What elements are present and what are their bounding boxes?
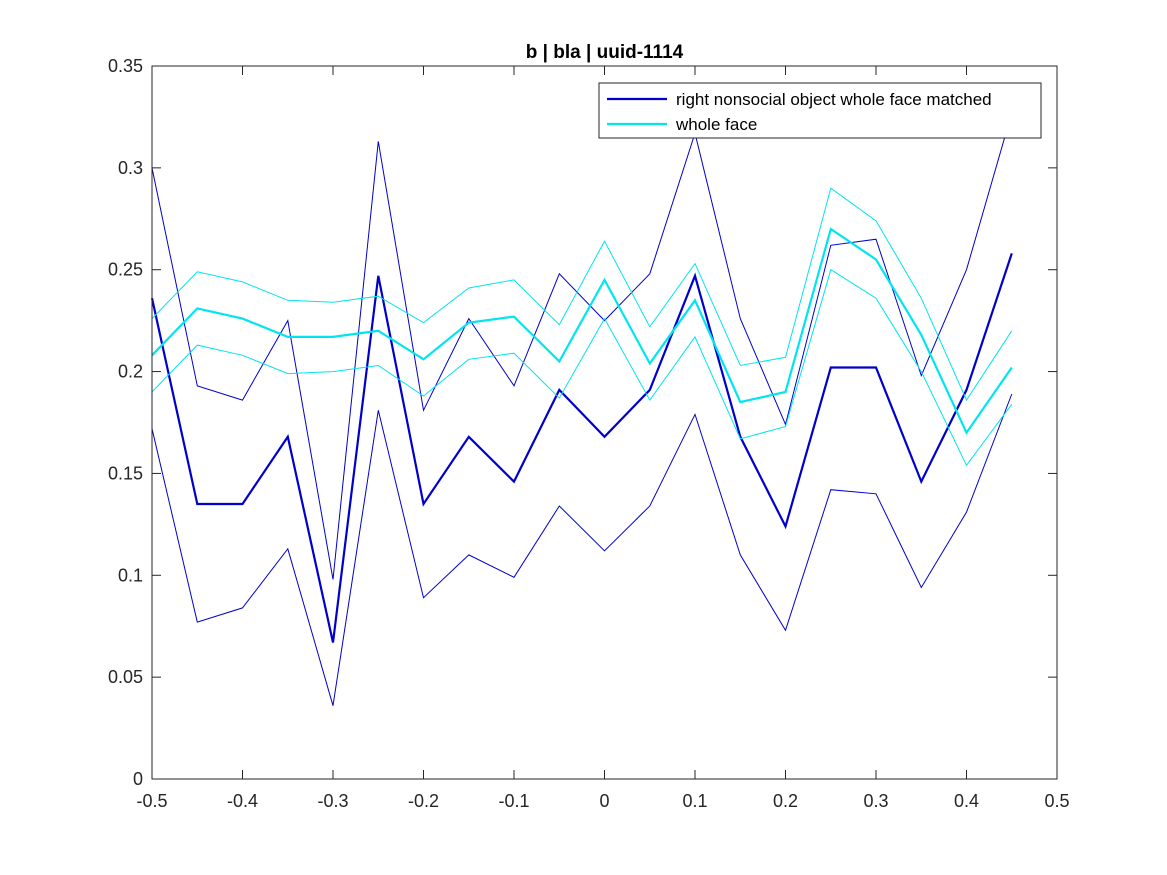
- y-tick-label: 0.1: [118, 565, 143, 585]
- series-1-mean-line: [150, 253, 1013, 643]
- legend: right nonsocial object whole face matche…: [598, 82, 1042, 139]
- x-tick-label: 0.5: [1044, 791, 1069, 811]
- axes-layer: -0.5 -0.4 -0.3 -0.2 -0.1 0 0.1 0.2 0.3 0.4 0.5 0 0.0…: [108, 56, 1070, 811]
- series-2-upper-bound-line: [151, 187, 1013, 402]
- y-tick-label: 0: [133, 769, 143, 789]
- y-tick-label: 0.15: [108, 463, 143, 483]
- legend-label-2: whole face: [675, 115, 757, 134]
- x-tick-label: 0: [599, 791, 609, 811]
- series-2-mean-line: [151, 227, 1013, 435]
- chart-title: b | bla | uuid-1114: [526, 42, 684, 63]
- y-tick-label: 0.05: [108, 667, 143, 687]
- x-tick-label: -0.5: [136, 791, 167, 811]
- x-tick-label: -0.4: [227, 791, 258, 811]
- y-tick-label: 0.25: [108, 260, 143, 280]
- series-1-lower-bound-line: [151, 393, 1013, 706]
- x-tick-label: -0.3: [317, 791, 348, 811]
- y-tick-label: 0.3: [118, 158, 143, 178]
- x-tick-label: 0.1: [682, 791, 707, 811]
- y-tick-label: 0.2: [118, 362, 143, 382]
- series-1-upper-bound-line: [151, 112, 1013, 580]
- x-tick-label: 0.4: [954, 791, 979, 811]
- x-tick-label: 0.3: [863, 791, 888, 811]
- y-tick-label: 0.35: [108, 56, 143, 76]
- x-tick-label: 0.2: [773, 791, 798, 811]
- x-tick-label: -0.1: [498, 791, 529, 811]
- legend-label-1: right nonsocial object whole face matche…: [676, 90, 992, 109]
- plot-area: [152, 66, 1057, 779]
- series-2-lower-bound-line: [151, 268, 1013, 467]
- series-layer: [150, 112, 1013, 706]
- legend-box: [598, 82, 1042, 139]
- x-tick-label: -0.2: [408, 791, 439, 811]
